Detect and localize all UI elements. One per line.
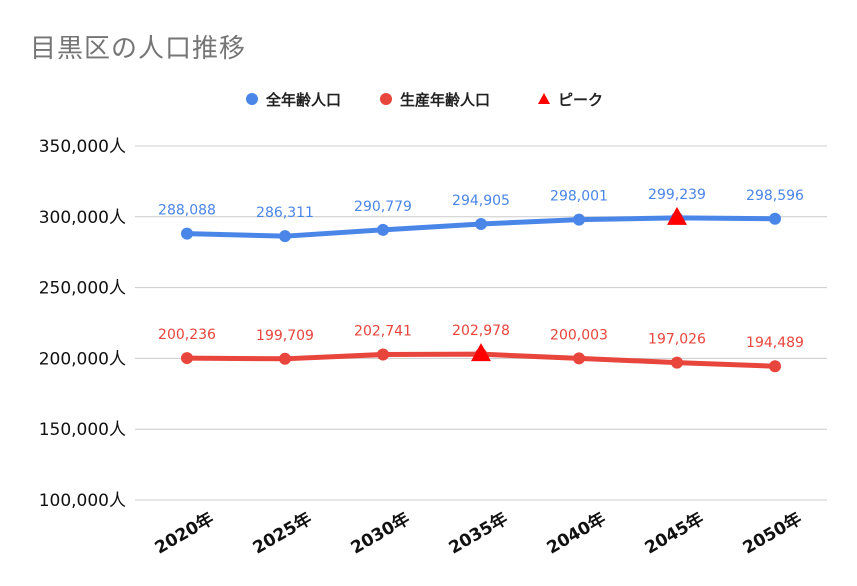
x-tick-label: 2030年 [347, 508, 413, 558]
y-tick-label: 100,000人 [39, 491, 126, 511]
data-point [181, 227, 193, 240]
data-point [573, 352, 585, 365]
peak-marker [471, 343, 491, 362]
y-tick-label: 300,000人 [39, 208, 126, 228]
data-label: 286,311 [256, 205, 314, 221]
peak-marker [667, 206, 687, 225]
chart-title: 目黒区の人口推移 [30, 34, 247, 64]
data-point [769, 212, 781, 225]
y-tick-label: 350,000人 [39, 137, 126, 157]
data-label: 299,239 [648, 187, 706, 203]
data-label: 197,026 [648, 332, 706, 348]
data-point [475, 218, 487, 231]
x-tick-label: 2035年 [445, 508, 511, 558]
data-point [181, 352, 193, 365]
legend-marker-1 [246, 93, 258, 105]
data-label: 199,709 [256, 328, 314, 344]
data-label: 200,003 [550, 327, 608, 343]
x-tick-label: 2045年 [641, 508, 707, 558]
data-point [377, 348, 389, 361]
data-label: 202,978 [452, 323, 510, 339]
data-point [671, 356, 683, 369]
data-label: 288,088 [158, 203, 216, 219]
data-point [573, 213, 585, 226]
x-tick-label: 2025年 [249, 508, 315, 558]
x-tick-label: 2050年 [739, 508, 805, 558]
legend-label-peak: ピーク [558, 91, 603, 109]
x-tick-label: 2040年 [543, 508, 609, 558]
legend-label-1: 全年齢人口 [265, 91, 341, 109]
legend-marker-peak [538, 93, 550, 104]
data-label: 200,236 [158, 327, 216, 343]
data-label: 194,489 [746, 335, 804, 351]
y-tick-label: 150,000人 [39, 420, 126, 440]
legend-marker-2 [380, 93, 392, 105]
legend-label-2: 生産年齢人口 [400, 91, 490, 109]
data-point [279, 352, 291, 365]
data-point [377, 223, 389, 236]
y-tick-label: 200,000人 [39, 349, 126, 369]
data-label: 294,905 [452, 193, 510, 209]
data-label: 202,741 [354, 324, 412, 340]
data-point [279, 230, 291, 243]
x-tick-label: 2020年 [151, 508, 217, 558]
y-tick-label: 250,000人 [39, 279, 126, 299]
data-label: 298,596 [746, 188, 804, 204]
data-label: 290,779 [354, 199, 412, 215]
data-point [769, 360, 781, 373]
data-label: 298,001 [550, 189, 608, 205]
